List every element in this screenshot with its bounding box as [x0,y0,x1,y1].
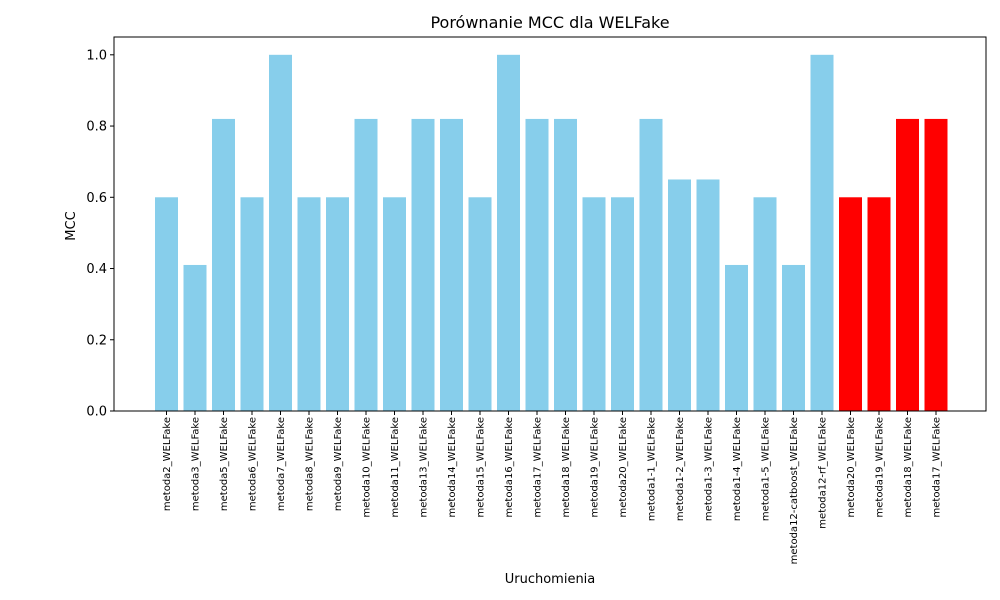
y-axis-label: MCC [64,211,79,240]
y-tick-label: 0.4 [86,262,107,277]
bar [839,197,862,411]
x-tick-label: metoda1-2_WELFake [675,417,686,521]
y-tick-label: 1.0 [86,48,107,63]
x-tick-label: metoda8_WELFake [305,417,316,511]
x-tick-label: metoda3_WELFake [191,417,202,511]
x-tick-label: metoda7_WELFake [276,417,287,511]
bar [782,264,805,411]
bar [411,118,435,411]
x-tick-label: metoda13_WELFake [419,417,430,517]
x-tick-label: metoda12-rf_WELFake [818,417,829,529]
x-tick-label: metoda18_WELFake [903,417,914,517]
bar [440,118,463,411]
bar [240,197,264,411]
y-tick-label: 0.0 [86,405,107,420]
bar [668,179,691,411]
x-tick-label: metoda1-3_WELFake [704,417,715,521]
bar [497,54,520,412]
bar [354,118,378,411]
bar [611,197,634,411]
x-tick-label: metoda18_WELFake [561,417,572,517]
x-tick-label: metoda11_WELFake [390,417,401,517]
bar [639,118,663,411]
x-tick-label: metoda20_WELFake [846,417,857,517]
x-tick-label: metoda12-catboost_WELFake [789,417,800,564]
y-tick-label: 0.8 [86,120,107,135]
x-axis: metoda2_WELFake metoda3_WELFake metoda5_WE… [162,411,943,564]
bar [212,118,235,411]
bar [155,197,178,411]
x-tick-label: metoda1-1_WELFake [647,417,658,521]
bar [696,179,720,411]
x-tick-label: metoda10_WELFake [362,417,373,517]
x-tick-label: metoda2_WELFake [162,417,173,511]
bar [554,118,577,411]
y-tick-label: 0.2 [86,333,107,348]
x-tick-label: metoda17_WELFake [533,417,544,517]
bar [924,118,948,411]
bar [582,197,606,411]
bar [297,197,321,411]
x-tick-label: metoda19_WELFake [590,417,601,517]
bar [810,54,834,412]
bar [725,264,748,411]
x-tick-label: metoda19_WELFake [875,417,886,517]
x-tick-label: metoda9_WELFake [333,417,344,511]
bar [326,197,349,411]
bar [753,197,777,411]
bar [183,264,207,411]
bars-group [155,54,948,412]
x-tick-label: metoda15_WELFake [476,417,487,517]
bar [896,118,919,411]
bar [525,118,549,411]
y-axis: 0.0 0.2 0.4 0.6 0.8 1.0 [86,48,114,420]
x-tick-label: metoda5_WELFake [219,417,230,511]
plot-frame [113,36,987,412]
x-tick-label: metoda1-5_WELFake [761,417,772,521]
x-tick-label: metoda16_WELFake [504,417,515,517]
bar [867,197,891,411]
x-tick-label: metoda1-4_WELFake [732,417,743,521]
x-tick-label: metoda14_WELFake [447,417,458,517]
x-axis-label: Uruchomienia [505,572,596,587]
bar [383,197,406,411]
y-tick-label: 0.6 [86,191,107,206]
x-tick-label: metoda6_WELFake [248,417,259,511]
x-tick-label: metoda17_WELFake [932,417,943,517]
x-tick-label: metoda20_WELFake [618,417,629,517]
bar [468,197,492,411]
chart-title: Porównanie MCC dla WELFake [430,13,669,32]
bar [269,54,292,412]
